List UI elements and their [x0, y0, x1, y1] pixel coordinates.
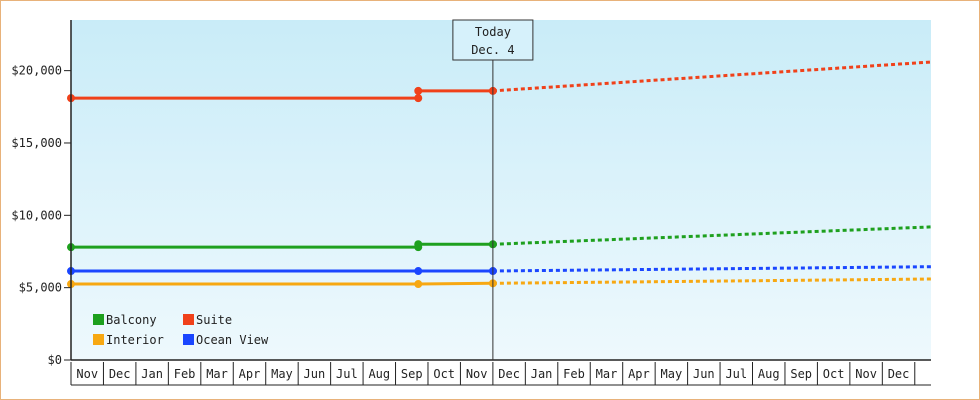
x-tick-label: Feb [563, 367, 585, 381]
x-tick-label: Dec [109, 367, 131, 381]
x-tick-label: Nov [76, 367, 98, 381]
x-tick-label: Nov [466, 367, 488, 381]
x-tick-label: May [271, 367, 293, 381]
legend-label-suite: Suite [196, 313, 232, 327]
ocean-view-forecast-line [492, 265, 932, 273]
x-tick-label: Aug [368, 367, 390, 381]
today-date: Dec. 4 [471, 43, 514, 57]
legend-label-balcony: Balcony [106, 313, 157, 327]
x-tick-label: Oct [823, 367, 845, 381]
x-tick-label: Jul [336, 367, 358, 381]
x-tick-label: Nov [855, 367, 877, 381]
x-tick-label: Jun [304, 367, 326, 381]
x-tick-label: Jul [725, 367, 747, 381]
x-tick-label: May [661, 367, 683, 381]
interior-forecast-line [492, 277, 932, 285]
x-tick-label: Mar [596, 367, 618, 381]
y-tick-label: $10,000 [11, 208, 62, 222]
ocean-view-data-point [414, 267, 423, 276]
x-tick-label: Aug [758, 367, 780, 381]
suite-forecast-line [492, 60, 932, 93]
legend-swatch-balcony [93, 314, 104, 325]
x-tick-label: Sep [790, 367, 812, 381]
today-label: Today [475, 25, 511, 39]
balcony-forecast-line [492, 225, 932, 246]
legend-label-ocean-view: Ocean View [196, 333, 269, 347]
legend-swatch-ocean-view [183, 334, 194, 345]
x-tick-label: Apr [239, 367, 261, 381]
x-tick-label: Dec [888, 367, 910, 381]
x-tick-label: Jan [531, 367, 553, 381]
y-tick-label: $15,000 [11, 136, 62, 150]
balcony-data-point [414, 240, 423, 249]
suite-data-point [414, 94, 423, 103]
suite-data-point [414, 86, 423, 95]
y-tick-label: $0 [48, 353, 62, 367]
x-tick-label: Jun [693, 367, 715, 381]
x-tick-label: Oct [433, 367, 455, 381]
x-tick-label: Dec [498, 367, 520, 381]
x-tick-label: Feb [174, 367, 196, 381]
x-tick-label: Apr [628, 367, 650, 381]
legend-swatch-suite [183, 314, 194, 325]
x-tick-label: Jan [141, 367, 163, 381]
legend-label-interior: Interior [106, 333, 164, 347]
interior-data-point [414, 280, 423, 289]
interior-actual-line [71, 281, 493, 286]
y-tick-label: $20,000 [11, 64, 62, 78]
y-tick-label: $5,000 [19, 281, 62, 295]
x-tick-label: Mar [206, 367, 228, 381]
plot-background [71, 20, 931, 360]
legend-swatch-interior [93, 334, 104, 345]
x-tick-label: Sep [401, 367, 423, 381]
today-box [452, 19, 534, 61]
